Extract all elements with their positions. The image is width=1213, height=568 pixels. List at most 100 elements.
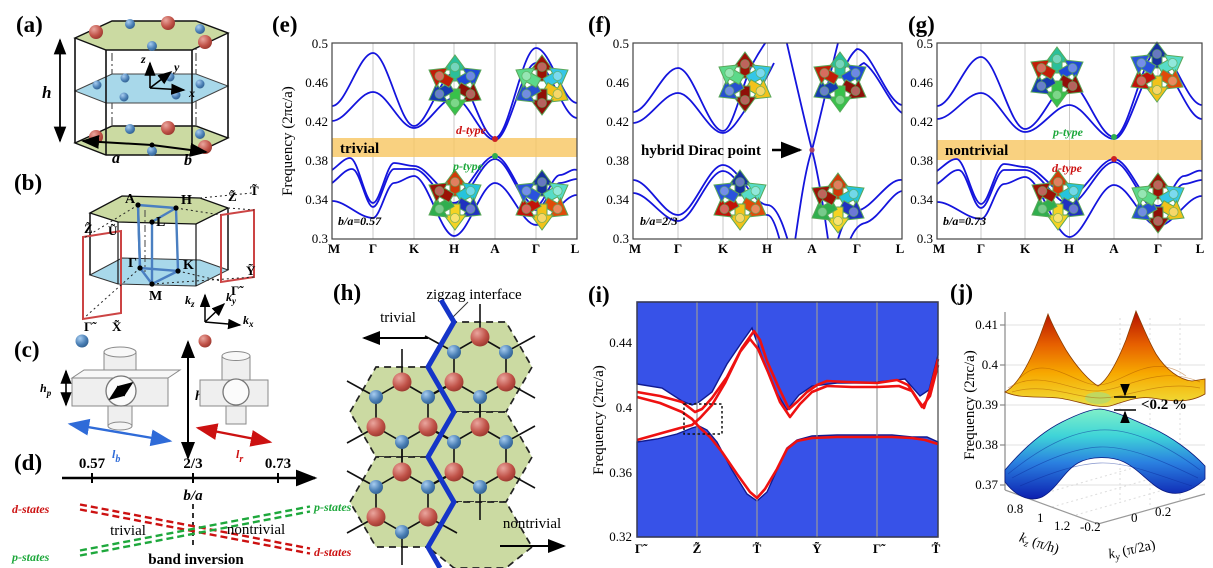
z-tick: 0.4 xyxy=(982,357,999,372)
h-label: h xyxy=(42,83,51,102)
y-tick: 0.38 xyxy=(606,153,629,168)
y-tick: 0.5 xyxy=(917,36,933,51)
z-axis-label: z xyxy=(140,52,146,66)
x-tick: Γ xyxy=(532,241,540,256)
y-tick: 0.34 xyxy=(606,192,629,207)
sphere-blue xyxy=(395,525,409,539)
sphere-red xyxy=(444,372,464,392)
panel-a-unit-cell: (a) h z y x xyxy=(16,12,230,169)
sphere-blue xyxy=(195,79,205,89)
y-tick: 0.38 xyxy=(305,153,328,168)
y-tick: 0.34 xyxy=(305,192,328,207)
x-tick: L xyxy=(1196,241,1205,256)
d-label: d xyxy=(122,381,129,395)
z-tick: 0.41 xyxy=(975,317,998,332)
g-d-type-label: d-type xyxy=(1052,161,1083,175)
band-curve xyxy=(633,43,767,132)
point-X-tilde-bottom: X̃ xyxy=(112,319,122,334)
projected-bz-right xyxy=(220,208,255,284)
x-tick: Z̃ xyxy=(693,541,702,556)
mode-pattern-inset xyxy=(1026,47,1089,107)
band-curve xyxy=(633,164,789,239)
i-plot-border xyxy=(636,301,939,538)
x-tick: Γ xyxy=(369,241,377,256)
k-points xyxy=(135,202,181,287)
panel-c-label: (c) xyxy=(14,337,40,362)
x-tick: Γ̃ xyxy=(873,541,886,556)
b-vector-arrow xyxy=(151,143,208,157)
sphere-blue xyxy=(120,73,130,83)
panel-j-3d-surfaces: (j) Frequency (2πc/a) <0.2 % 0.41 0.4 0.… xyxy=(950,280,1206,563)
e-bandgap-highlight xyxy=(332,138,577,157)
sphere-blue xyxy=(147,41,157,51)
y-tick: 0.44 xyxy=(609,335,632,350)
x-tick: H xyxy=(762,241,772,256)
sphere-blue xyxy=(171,90,181,100)
j-kz-ticks: 0.8 1 1.2 xyxy=(1007,501,1070,533)
y-tick: 0.5 xyxy=(613,36,629,51)
mode-pattern-inset xyxy=(807,173,870,233)
x-tick: T̃ xyxy=(753,541,762,556)
z-tick: 0.39 xyxy=(975,397,998,412)
projection-lines xyxy=(83,192,255,319)
e-y-ticks: 0.5 0.46 0.42 0.38 0.34 0.3 xyxy=(305,36,328,246)
sphere-blue xyxy=(421,480,435,494)
sphere-red xyxy=(366,507,386,527)
hp-label: hp xyxy=(40,381,52,398)
j-z-ticks: 0.41 0.4 0.39 0.38 0.37 xyxy=(975,317,998,492)
panel-d-label: (d) xyxy=(14,450,42,475)
sphere-blue xyxy=(125,19,135,29)
d-states-label-left: d-states xyxy=(12,502,50,516)
kz-tick: 1.2 xyxy=(1054,518,1070,533)
point-Gamma: Γ xyxy=(128,256,137,271)
sphere-blue xyxy=(92,80,102,90)
x-tick: Γ̃ xyxy=(635,541,648,556)
y-tick: 0.46 xyxy=(606,75,629,90)
surface-bz-labels: Z̃ Ũ Z̃ T̃ Ỹ Γ̃ Γ̃ X̃ xyxy=(84,183,259,334)
panel-e-band-structure: (e) Frequency (2πc/a) trivial d-type p-t… xyxy=(272,12,580,256)
panel-c-structure-elements: (c) d hp lb h/2 lr xyxy=(14,334,273,465)
blue-site-marker xyxy=(75,334,89,348)
lattice-spheres xyxy=(366,327,516,539)
zigzag-interface-line xyxy=(425,298,457,568)
tick-23: 2/3 xyxy=(183,456,202,472)
xyz-axes: z y x xyxy=(140,52,195,100)
f-y-ticks: 0.5 0.46 0.42 0.38 0.34 0.3 xyxy=(606,36,629,246)
y-tick: 0.38 xyxy=(910,153,933,168)
x-tick: Γ xyxy=(674,241,682,256)
bulk-band-region-lower xyxy=(636,425,939,538)
y-tick: 0.5 xyxy=(312,36,328,51)
y-tick: 0.36 xyxy=(609,465,632,480)
lr-dimension-arrow xyxy=(195,423,273,447)
h-trivial-label: trivial xyxy=(380,310,416,326)
p-state-dot xyxy=(1111,134,1117,140)
e-gap-label: trivial xyxy=(340,141,379,157)
x-tick: A xyxy=(490,241,500,256)
j-kz-axis-label: kz (π/h) xyxy=(1017,531,1061,560)
f-plot-border xyxy=(632,42,903,240)
panel-h-label: (h) xyxy=(333,280,361,305)
x-axis-label: x xyxy=(188,86,195,100)
p-states-label-right: p-states xyxy=(313,500,352,514)
ba-axis-label: b/a xyxy=(183,488,203,504)
f-annotation: hybrid Dirac point xyxy=(641,143,761,159)
y-tick: 0.3 xyxy=(917,231,933,246)
kx-axis-label: kx xyxy=(243,313,254,329)
x-tick: K xyxy=(409,241,420,256)
red-connector-drawing xyxy=(199,351,269,425)
y-tick: 0.42 xyxy=(910,114,933,129)
sphere-red xyxy=(496,372,516,392)
point-U-tilde: Ũ xyxy=(108,223,118,238)
sphere-red xyxy=(89,25,103,39)
p-state-dot xyxy=(492,153,498,159)
x-tick: M xyxy=(629,241,641,256)
edge-state-curve xyxy=(636,395,939,500)
panel-g-band-structure: (g) nontrivial p-type d-type b/a=0.73 0.… xyxy=(908,12,1205,256)
sphere-red xyxy=(496,462,516,482)
ky-tick: 0 xyxy=(1131,510,1138,525)
kz-axis-label: kz xyxy=(185,293,195,309)
e-plot-border xyxy=(331,42,578,240)
mode-pattern-inset xyxy=(424,55,487,115)
panel-i-edge-dispersion: (i) Frequency (2πc/a) 0.44 0.4 0.36 0.32… xyxy=(588,282,941,556)
h-nontrivial-label: nontrivial xyxy=(503,516,561,532)
